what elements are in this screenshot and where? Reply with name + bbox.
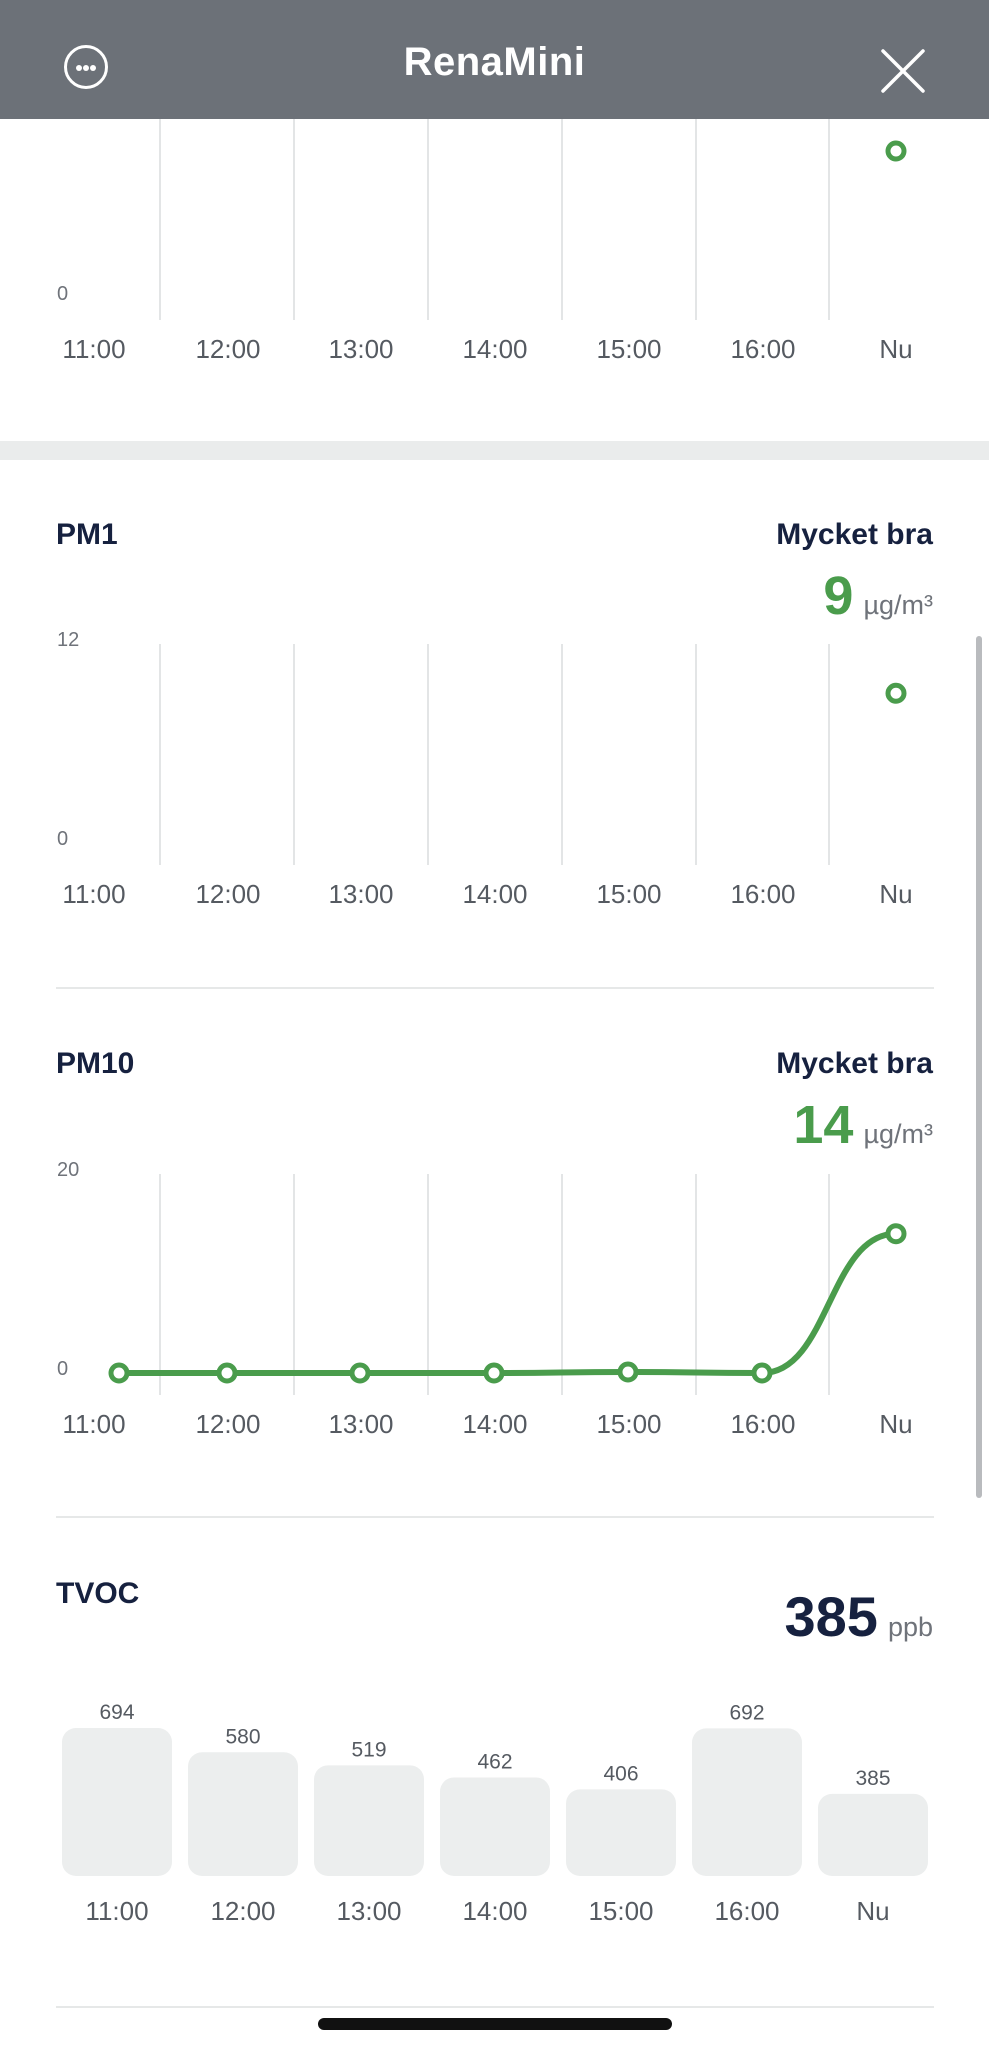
data-point [885, 1223, 907, 1245]
x-tick-label: 14:00 [462, 1896, 527, 1926]
x-tick-label: 13:00 [328, 1409, 393, 1439]
data-point [108, 1362, 130, 1384]
tvoc-bar [818, 1793, 928, 1876]
scrollbar[interactable] [976, 636, 982, 1498]
pm10-status: Mycket bra [776, 1047, 933, 1080]
section-divider [56, 2006, 934, 2008]
x-tick-label: 11:00 [62, 879, 125, 909]
x-tick-label: 16:00 [714, 1896, 779, 1926]
bar-value-label: 462 [477, 1750, 512, 1773]
x-tick-label: Nu [879, 879, 912, 909]
data-point [216, 1362, 238, 1384]
x-tick-label: 11:00 [85, 1896, 148, 1926]
y-max-label: 20 [57, 1159, 79, 1181]
pm1-title: PM1 [56, 518, 118, 551]
tvoc-bar [314, 1765, 424, 1876]
pm1-value: 9 [823, 566, 854, 626]
top-chart: 11:00 12:00 13:00 14:00 15:00 16:00 Nu 0 [57, 119, 913, 364]
tvoc-chart: 694 11:00 580 12:00 519 13:00 462 14:00 406 15:00… [62, 1701, 928, 1926]
x-tick-label: 15:00 [596, 334, 661, 364]
section-divider [56, 987, 934, 989]
pm1-unit: µg/m³ [863, 590, 933, 620]
section-divider [0, 441, 989, 460]
bar-value-label: 694 [99, 1701, 134, 1724]
pm1-status: Mycket bra [776, 518, 933, 551]
tvoc-bar [566, 1789, 676, 1876]
tvoc-bar [188, 1752, 298, 1876]
pm10-value: 14 [793, 1095, 854, 1155]
pm1-value-row: 9 µg/m³ [823, 565, 933, 627]
tvoc-unit: ppb [887, 1612, 933, 1642]
x-tick-label: 13:00 [336, 1896, 401, 1926]
data-point [483, 1362, 505, 1384]
pm10-title: PM10 [56, 1047, 135, 1080]
data-point [885, 140, 907, 162]
section-divider [56, 1516, 934, 1518]
bar-value-label: 519 [351, 1738, 386, 1761]
bar-value-label: 692 [729, 1701, 764, 1724]
x-tick-label: 12:00 [210, 1896, 275, 1926]
x-tick-label: 12:00 [195, 1409, 260, 1439]
x-tick-label: 12:00 [195, 879, 260, 909]
x-tick-label: 16:00 [730, 334, 795, 364]
x-tick-label: 13:00 [328, 334, 393, 364]
data-point [349, 1362, 371, 1384]
app-header: RenaMini [0, 0, 989, 119]
pm10-chart: 11:00 12:00 13:00 14:00 15:00 16:00 Nu 20 0 [57, 1159, 913, 1439]
x-tick-label: Nu [879, 334, 912, 364]
tvoc-bar [440, 1777, 550, 1876]
y-min-label: 0 [57, 283, 68, 305]
x-tick-label: 12:00 [195, 334, 260, 364]
y-max-label: 12 [57, 629, 79, 651]
tvoc-title: TVOC [56, 1577, 140, 1610]
pm10-unit: µg/m³ [863, 1119, 933, 1149]
home-indicator [318, 2018, 672, 2030]
x-tick-label: 11:00 [62, 334, 125, 364]
pm10-value-row: 14 µg/m³ [793, 1094, 933, 1156]
x-tick-label: 15:00 [588, 1896, 653, 1926]
close-icon[interactable] [880, 48, 926, 94]
x-tick-label: 16:00 [730, 879, 795, 909]
x-tick-label: Nu [856, 1896, 889, 1926]
x-tick-label: 14:00 [462, 334, 527, 364]
data-point [617, 1361, 639, 1383]
bar-value-label: 385 [855, 1767, 890, 1790]
tvoc-bar [692, 1728, 802, 1876]
x-tick-label: 15:00 [596, 1409, 661, 1439]
tvoc-bar [62, 1728, 172, 1876]
pm1-chart: 11:00 12:00 13:00 14:00 15:00 16:00 Nu 12 0 [57, 629, 913, 909]
x-tick-label: 14:00 [462, 1409, 527, 1439]
x-tick-label: Nu [879, 1409, 912, 1439]
tvoc-value-row: 385 ppb [785, 1584, 934, 1649]
y-min-label: 0 [57, 828, 68, 850]
x-tick-label: 13:00 [328, 879, 393, 909]
bar-value-label: 406 [603, 1762, 638, 1785]
x-tick-label: 16:00 [730, 1409, 795, 1439]
page-title: RenaMini [403, 40, 586, 84]
x-tick-label: 11:00 [62, 1409, 125, 1439]
x-tick-label: 15:00 [596, 879, 661, 909]
bar-value-label: 580 [225, 1725, 260, 1748]
y-min-label: 0 [57, 1358, 68, 1380]
series-line [116, 1230, 899, 1377]
tvoc-value: 385 [784, 1585, 878, 1648]
data-point [885, 682, 907, 704]
data-point [751, 1362, 773, 1384]
x-tick-label: 14:00 [462, 879, 527, 909]
more-options-icon[interactable] [64, 45, 108, 89]
